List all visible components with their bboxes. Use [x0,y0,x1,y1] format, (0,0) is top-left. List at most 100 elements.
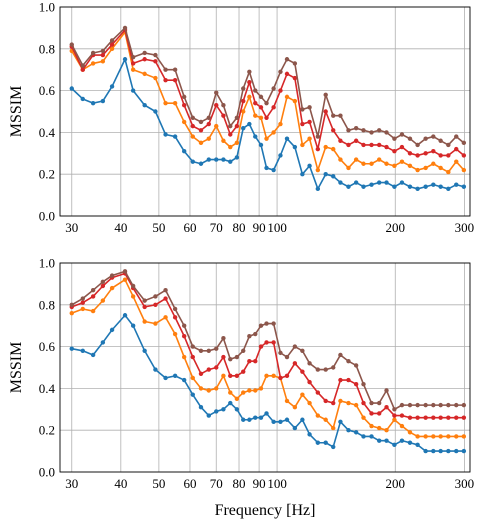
data-point [323,172,328,177]
data-point [376,128,382,133]
data-point [153,302,158,307]
data-point [384,180,389,185]
data-point [369,142,374,148]
data-point [109,273,115,278]
data-point [130,283,136,289]
data-point [399,132,405,137]
data-point [399,423,405,429]
data-point [315,367,321,372]
data-point [163,67,168,72]
data-point [399,438,405,443]
data-point [80,67,85,72]
data-point [431,402,436,408]
data-point [214,346,219,351]
data-point [431,161,436,166]
data-point [234,155,240,160]
data-point [446,142,451,148]
data-point [69,86,74,91]
data-point [376,157,382,162]
data-point [181,377,187,383]
data-point [247,417,252,422]
data-point [122,277,128,282]
data-point [315,186,321,192]
data-point [461,184,467,189]
data-point [446,153,451,158]
data-point [241,86,246,91]
x-tick-label: 90 [253,220,266,235]
data-point [407,184,413,189]
data-point [346,359,351,364]
data-point [228,356,233,362]
data-point [384,130,389,135]
data-point [323,367,328,372]
data-point [353,138,359,143]
data-point [206,388,211,393]
data-point [454,182,459,187]
y-tick-label: 1.0 [39,256,55,271]
data-point [234,373,240,379]
data-point [361,382,366,387]
data-point [271,373,276,379]
data-point [278,350,283,356]
data-point [247,388,252,393]
data-point [190,123,195,129]
data-point [69,310,74,316]
data-point [446,169,451,175]
data-point [369,423,374,429]
data-point [80,348,85,353]
data-point [122,25,128,31]
data-point [100,279,106,285]
x-tick-label: 60 [183,476,196,491]
data-point [90,61,96,66]
data-point [438,434,443,439]
data-point [153,75,158,81]
data-point [278,69,283,74]
data-point [438,138,443,143]
data-point [369,130,374,135]
data-point [376,438,382,443]
data-point [369,434,374,439]
data-point [338,352,343,358]
data-point [214,123,219,129]
data-point [221,354,226,360]
data-point [241,109,246,114]
data-point [122,313,128,318]
series-line [71,272,464,419]
data-point [234,140,240,146]
data-point [346,400,351,406]
data-point [384,428,389,433]
data-point [221,103,226,108]
data-point [407,136,413,141]
data-point [241,390,246,395]
data-point [361,434,366,439]
data-point [454,134,459,139]
data-point [153,294,158,299]
data-point [461,167,467,173]
top-chart-panel: 0.0 0.2 0.4 0.6 0.8 1.0 30 40 50 60 70 80 90 100 200 30… [8,0,474,235]
data-point [264,373,269,379]
data-point [307,379,312,385]
y-tick-label: 0.2 [39,423,55,438]
data-point [331,128,336,133]
data-point [100,48,106,54]
data-point [369,411,374,416]
data-point [461,448,467,454]
data-point [407,430,413,435]
data-point [454,415,459,420]
data-point [234,354,240,360]
data-point [346,128,351,133]
data-point [271,321,276,326]
data-point [181,103,187,108]
data-point [392,163,397,169]
data-point [331,146,336,152]
data-point [407,402,413,408]
data-point [190,392,195,397]
data-point [300,172,305,177]
x-tick-label: 200 [386,220,406,235]
data-point [331,174,336,179]
data-point [361,128,366,133]
data-point [315,134,321,139]
data-point [264,411,269,416]
data-point [253,88,258,93]
data-point [461,434,467,439]
